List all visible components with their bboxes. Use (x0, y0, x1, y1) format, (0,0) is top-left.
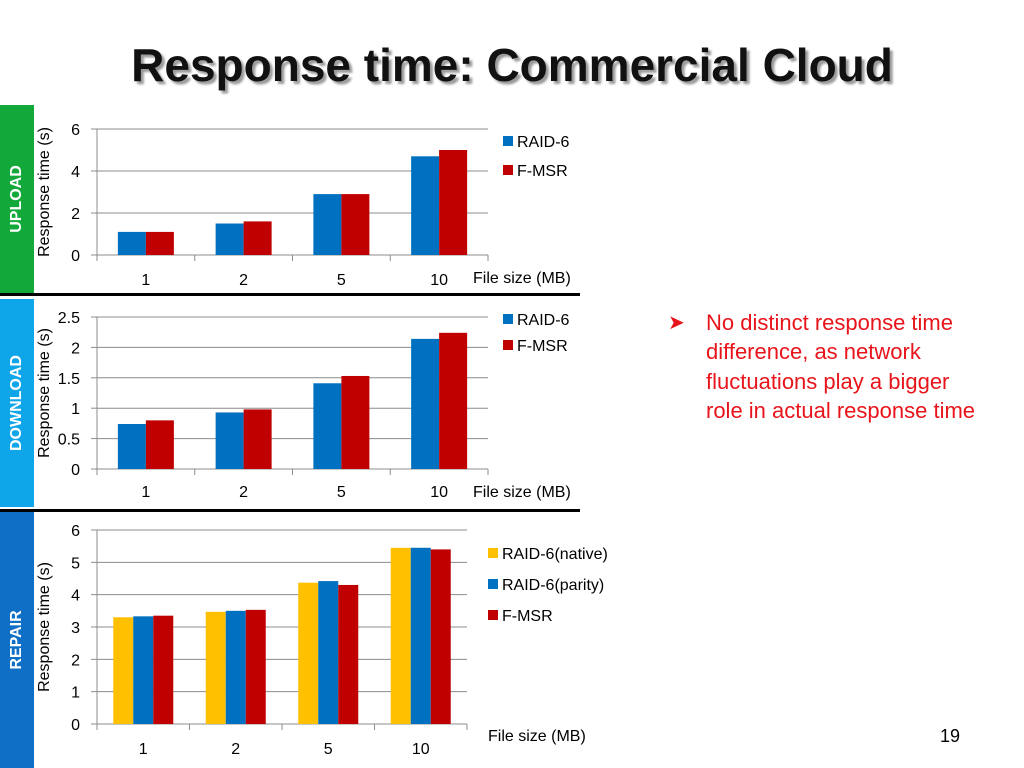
chart3-ytick-label: 4 (71, 588, 80, 605)
chart2-bar (243, 409, 272, 469)
chart2-ytick-label: 1 (71, 401, 80, 418)
chart3-bar (153, 615, 174, 724)
chart3-legend-swatch (488, 579, 498, 589)
chart3-bar (225, 610, 246, 724)
chart1-ytick-label: 0 (71, 248, 80, 265)
arrow-bullet-icon: ➤ (668, 312, 685, 334)
chart3-category-label: 1 (139, 741, 148, 758)
chart2-bar (145, 420, 174, 469)
chart2-ytick-label: 0 (71, 462, 80, 479)
chart2-bar (215, 412, 244, 469)
chart3-legend-swatch (488, 548, 498, 558)
chart2-legend-label: RAID-6 (517, 312, 570, 329)
chart2-category-label: 2 (239, 484, 248, 501)
chart2-legend-swatch (503, 340, 513, 350)
chart2-category-label: 5 (337, 484, 346, 501)
chart2-category-label: 1 (141, 484, 150, 501)
chart1-y-axis-label: Response time (s) (36, 127, 53, 257)
chart3-x-axis-label: File size (MB) (488, 728, 586, 745)
chart3-ytick-label: 6 (71, 523, 80, 540)
chart3-ytick-label: 3 (71, 620, 80, 637)
chart1-ytick-label: 2 (71, 206, 80, 223)
chart3-legend-label: RAID-6(parity) (502, 577, 604, 594)
chart3-bar (318, 581, 339, 724)
separator-line-1 (0, 293, 580, 296)
chart3-ytick-label: 1 (71, 685, 80, 702)
chart1-legend-label: F-MSR (517, 163, 568, 180)
repair-tab: REPAIR (0, 512, 34, 768)
chart3-legend-label: F-MSR (502, 608, 553, 625)
chart1-bar (411, 156, 440, 255)
chart1-category-label: 2 (239, 272, 248, 289)
chart3-ytick-label: 0 (71, 717, 80, 734)
chart3-bar (133, 616, 154, 724)
chart3-category-label: 5 (324, 741, 333, 758)
chart1-bar (215, 223, 244, 255)
chart1-x-axis-label: File size (MB) (473, 270, 571, 287)
chart1-bar (313, 194, 342, 255)
chart3-bar (410, 547, 431, 724)
slide-title: Response time: Commercial Cloud (131, 39, 893, 91)
chart3-ytick-label: 5 (71, 555, 80, 572)
bullet-text: No distinct response time difference, as… (706, 310, 976, 423)
upload-tab: UPLOAD (0, 105, 34, 293)
download-tab: DOWNLOAD (0, 299, 34, 507)
chart1-bar (243, 221, 272, 255)
chart1-ytick-label: 6 (71, 122, 80, 139)
chart2-legend-swatch (503, 314, 513, 324)
chart2-x-axis-label: File size (MB) (473, 484, 571, 501)
chart2-legend-label: F-MSR (517, 338, 568, 355)
bullet-point: ➤ No distinct response time difference, … (668, 308, 988, 425)
chart3-bar (205, 611, 226, 724)
chart3-bar (113, 617, 134, 724)
chart3-ytick-label: 2 (71, 652, 80, 669)
chart3-bar (390, 547, 411, 724)
page-number: 19 (940, 726, 961, 746)
chart1-ytick-label: 4 (71, 164, 80, 181)
chart3-bar (430, 549, 451, 724)
chart2-category-label: 10 (430, 484, 448, 501)
chart1-category-label: 1 (141, 272, 150, 289)
chart1-bar (439, 150, 468, 255)
chart2-ytick-label: 0.5 (58, 432, 80, 449)
chart1-bar (341, 194, 370, 255)
chart3-category-label: 10 (412, 741, 430, 758)
chart3-bar (338, 584, 359, 724)
chart3-bar (298, 582, 319, 724)
chart2-bar (411, 338, 440, 469)
chart2-y-axis-label: Response time (s) (36, 328, 53, 458)
chart1-legend-swatch (503, 165, 513, 175)
chart1-bar (145, 231, 174, 255)
chart2-ytick-label: 2 (71, 340, 80, 357)
chart2-bar (439, 332, 468, 469)
chart3-category-label: 2 (231, 741, 240, 758)
separator-line-2 (0, 509, 580, 512)
chart2-bar (341, 375, 370, 469)
chart3-legend-label: RAID-6(native) (502, 546, 608, 563)
chart1-category-label: 5 (337, 272, 346, 289)
chart1-category-label: 10 (430, 272, 448, 289)
chart3-legend-swatch (488, 610, 498, 620)
chart2-ytick-label: 1.5 (58, 371, 80, 388)
chart3-y-axis-label: Response time (s) (36, 562, 53, 692)
chart2-bar (117, 424, 146, 469)
chart1-legend-swatch (503, 136, 513, 146)
chart2-bar (313, 383, 342, 469)
chart1-bar (117, 231, 146, 255)
chart3-bar (245, 609, 266, 724)
chart1-legend-label: RAID-6 (517, 134, 570, 151)
chart2-ytick-label: 2.5 (58, 310, 80, 327)
